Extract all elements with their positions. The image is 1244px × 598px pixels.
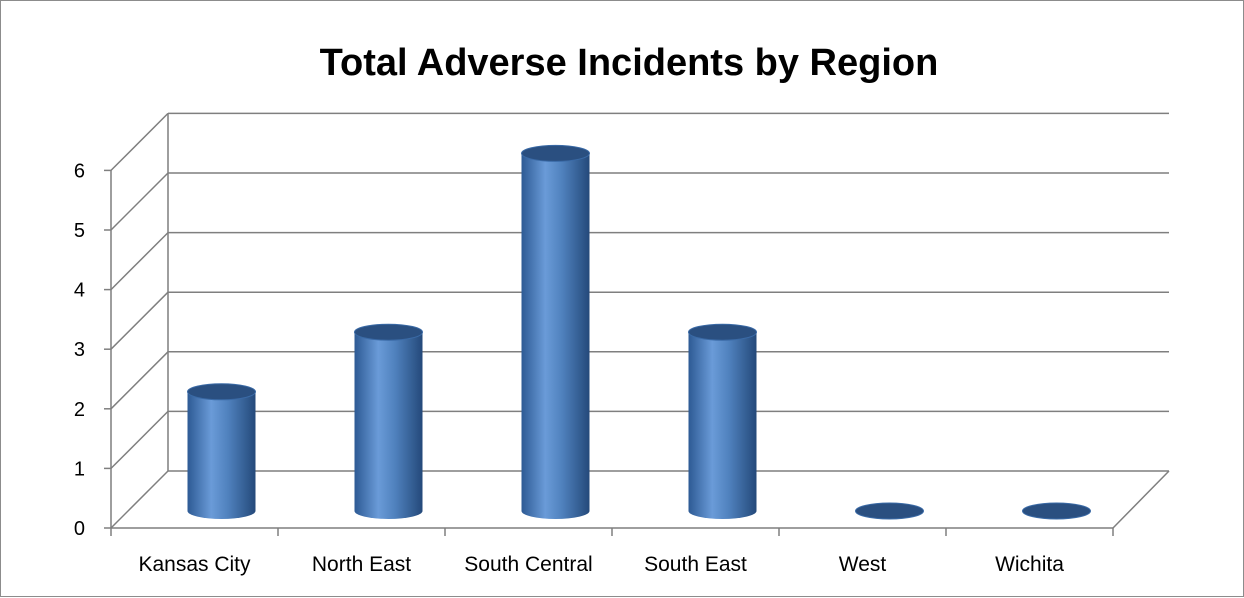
- y-tick-label: 0: [74, 518, 85, 540]
- y-tick-label: 4: [74, 280, 85, 302]
- bar-north-east: [354, 323, 423, 519]
- y-tick-label: 5: [74, 220, 85, 242]
- bar-south-east: [688, 323, 757, 519]
- side-gridline-2: [110, 351, 169, 410]
- side-gridline-3: [110, 291, 169, 350]
- y-tick-label: 6: [74, 160, 85, 182]
- floor-right-edge: [1112, 470, 1170, 529]
- label-layer: 0 1 2 3 4 5 6 Kansas City North East South Centra…: [74, 160, 1064, 576]
- x-tick-label: Wichita: [995, 553, 1064, 576]
- y-tick-label: 2: [74, 399, 85, 421]
- x-tick-label: South East: [644, 553, 747, 576]
- side-gridline-0: [110, 470, 169, 529]
- bar-wichita: [1022, 502, 1091, 520]
- x-tick-label: North East: [312, 553, 411, 576]
- bar-kansas-city: [187, 383, 256, 519]
- bar-south-central: [521, 144, 590, 519]
- bar-west: [855, 502, 924, 520]
- side-gridline-6: [110, 112, 169, 171]
- bar-layer: [187, 144, 1091, 520]
- x-tick-label: West: [839, 553, 887, 576]
- axis-layer: [104, 169, 1114, 536]
- side-gridline-4: [110, 232, 169, 291]
- x-tick-label: South Central: [464, 553, 592, 576]
- side-gridline-1: [110, 410, 169, 469]
- chart-title: Total Adverse Incidents by Region: [320, 42, 939, 84]
- side-gridline-5: [110, 172, 169, 231]
- grid-layer: [110, 112, 1170, 529]
- x-tick-label: Kansas City: [138, 553, 251, 576]
- y-tick-label: 3: [74, 339, 85, 361]
- y-tick-label: 1: [74, 458, 85, 480]
